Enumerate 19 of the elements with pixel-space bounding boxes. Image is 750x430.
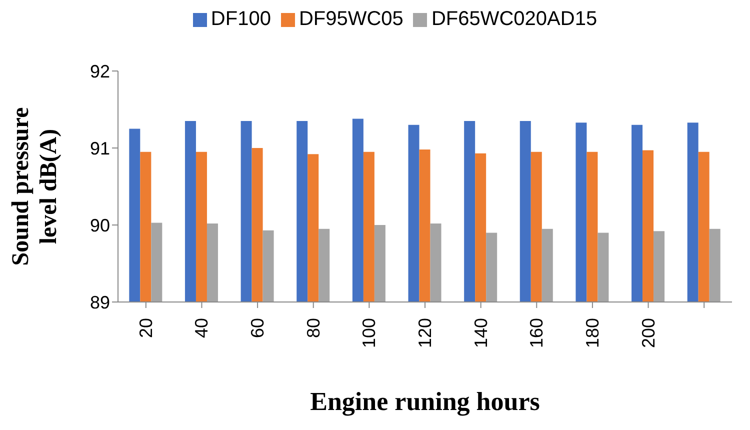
legend-label: DF100 <box>210 8 271 30</box>
legend-label: DF65WC020AD15 <box>431 8 598 30</box>
y-tick-label: 92 <box>90 61 110 82</box>
x-tick-label: 40 <box>192 318 212 338</box>
legend-label: DF95WC05 <box>298 8 404 30</box>
y-axis-title: Sound pressure level dB(A) <box>8 106 62 266</box>
x-tick-label: 20 <box>136 318 156 338</box>
x-tick-label: 120 <box>415 318 435 348</box>
x-tick-label: 160 <box>526 318 547 348</box>
x-tick-label: 100 <box>359 318 380 348</box>
x-tick-label: 140 <box>470 318 491 348</box>
y-tick-label: 89 <box>90 292 110 312</box>
x-tick-label: 60 <box>248 318 268 338</box>
y-tick-label: 91 <box>90 138 110 158</box>
x-tick-label: 200 <box>638 318 658 348</box>
x-axis-title: Engine runing hours <box>310 387 540 416</box>
y-tick-label: 90 <box>90 215 110 236</box>
x-tick-label: 80 <box>303 318 324 338</box>
x-tick-label: 180 <box>582 318 602 348</box>
